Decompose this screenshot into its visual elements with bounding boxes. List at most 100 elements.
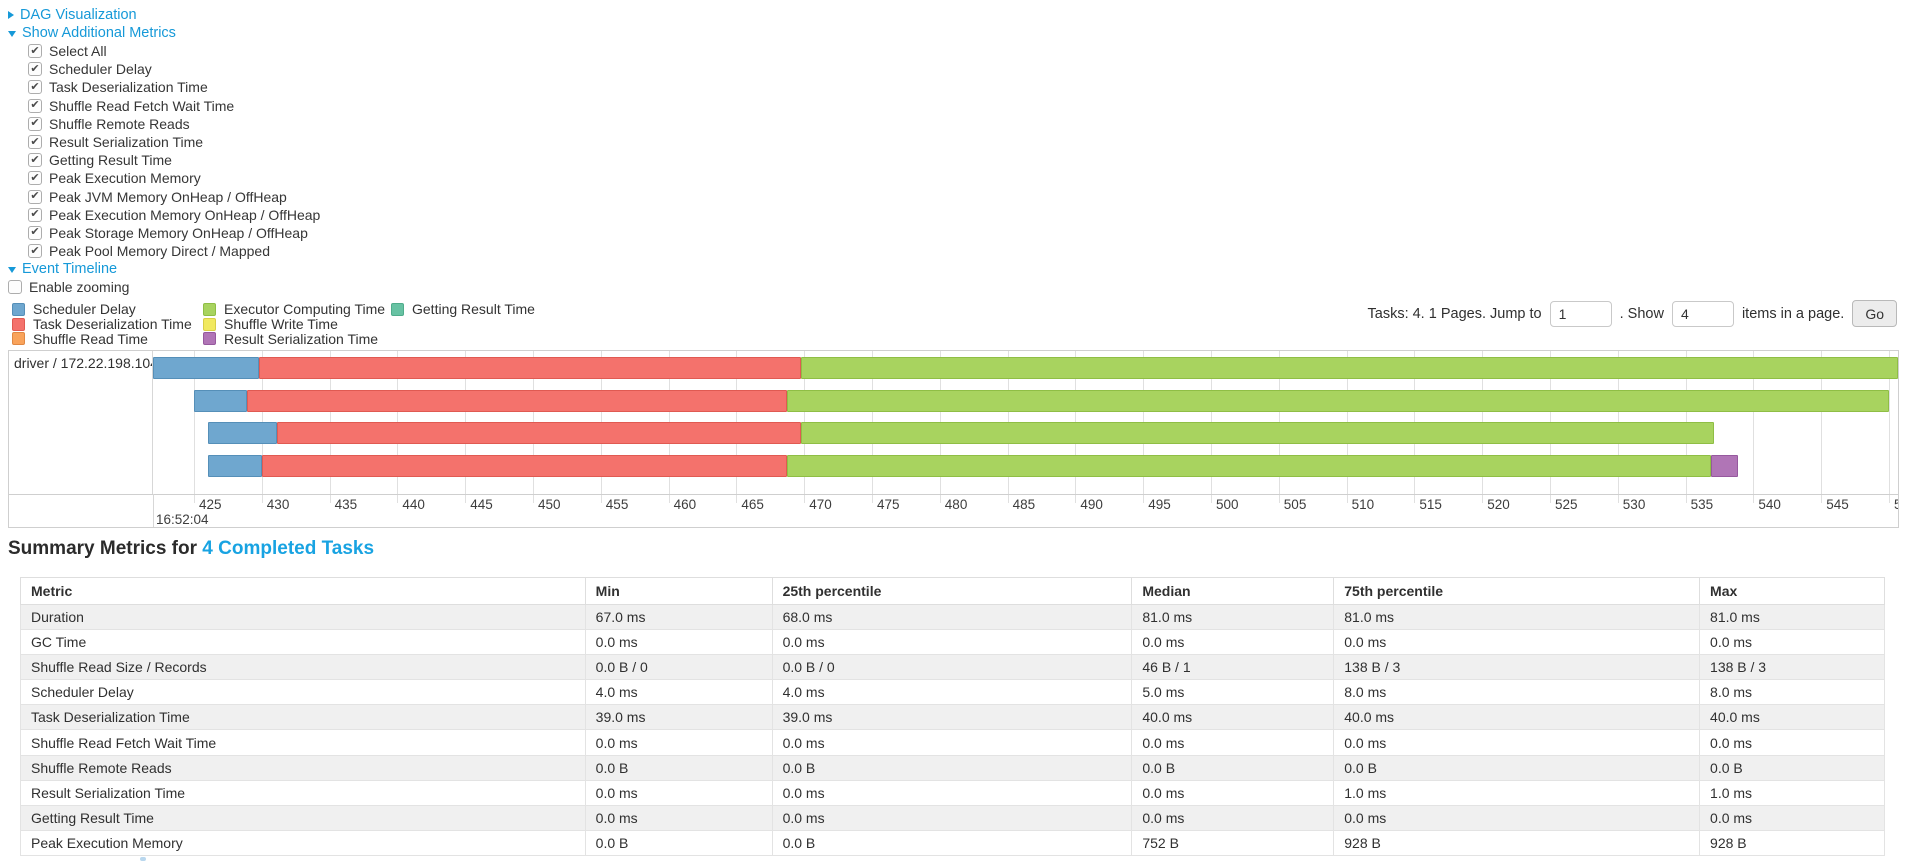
metric-checkbox[interactable] [28,171,42,186]
axis-tick-label: 455 [605,497,629,512]
metric-checkbox-label: Select All [49,43,107,60]
axis-tick-label: 515 [1419,497,1442,512]
timeline-task-bar-segment[interactable] [1711,454,1739,477]
metric-name-cell: Peak Execution Memory [20,829,586,856]
dag-visualization-toggle[interactable]: DAG Visualization [8,6,320,24]
metric-checkbox[interactable] [28,135,42,150]
metric-checkbox-row: Select All [8,42,320,60]
metric-name-cell: Task Deserialization Time [20,704,586,731]
timeline-task-bar-segment[interactable] [207,422,277,444]
table-header-cell: Max [1699,577,1885,605]
metric-checkbox[interactable] [28,98,42,113]
enable-zooming-checkbox[interactable] [8,280,22,295]
metric-value-cell: 138 B / 3 [1699,654,1885,681]
metric-checkbox[interactable] [28,153,42,168]
metric-value-cell: 0.0 ms [1131,779,1335,806]
metric-value-cell: 0.0 B [1333,754,1701,781]
legend-swatch [12,302,25,316]
summary-title-text: Summary Metrics for [8,538,203,559]
axis-tick [194,495,195,503]
pagination-suffix-text: items in a page. [1741,305,1845,322]
dag-visualization-link[interactable]: DAG Visualization [20,7,137,23]
event-timeline-toggle[interactable]: Event Timeline [8,260,320,278]
completed-tasks-link[interactable]: 4 Completed Tasks [202,538,375,559]
metric-value-cell: 0.0 B [771,829,1133,856]
timeline-header-band: Scheduler Delay Task Deserialization Time… [0,298,1907,350]
metric-value-cell: 81.0 ms [1699,603,1885,631]
axis-tick-label: 525 [1555,497,1578,512]
metric-value-cell: 0.0 ms [771,729,1133,756]
event-timeline-chart[interactable]: driver / 172.22.198.104 425 430 435 440 445 4… [8,350,1899,528]
show-additional-metrics-link[interactable]: Show Additional Metrics [22,25,176,41]
metric-value-cell: 0.0 ms [1131,729,1335,756]
legend-label: Shuffle Read Time [33,331,148,347]
metric-value-cell: 0.0 ms [1131,629,1335,656]
metric-checkbox[interactable] [28,80,42,95]
metric-value-cell: 8.0 ms [1699,679,1885,706]
metric-value-cell: 0.0 ms [584,629,773,656]
axis-tick [1821,495,1823,503]
table-row: Duration 67.0 ms 68.0 ms 81.0 ms 81.0 ms 81.0… [20,603,1885,631]
enable-zooming-row: Enable zooming [8,278,320,296]
go-button[interactable]: Go [1852,300,1897,327]
metric-value-cell: 928 B [1699,829,1885,856]
legend-label: Task Deserialization Time [33,316,192,333]
table-header-cell: 75th percentile [1333,577,1701,605]
axis-tick [600,495,602,503]
axis-tick [1007,495,1009,503]
timeline-gridline [194,351,195,494]
axis-separator [9,494,1898,495]
axis-tick [736,495,738,503]
metric-value-cell: 0.0 ms [584,804,773,831]
timeline-task-bar-segment[interactable] [246,389,787,412]
metric-checkbox-label: Peak Storage Memory OnHeap / OffHeap [49,224,308,241]
metric-checkbox-row: Peak Storage Memory OnHeap / OffHeap [8,224,320,242]
metric-checkbox-row: Result Serialization Time [8,133,320,151]
timeline-task-bar-segment[interactable] [261,454,787,477]
metric-value-cell: 0.0 B [771,754,1133,781]
timeline-task-bar-segment[interactable] [801,422,1715,444]
metric-checkbox[interactable] [28,62,42,77]
show-additional-metrics-toggle[interactable]: Show Additional Metrics [8,24,320,42]
timeline-task-bar-segment[interactable] [786,389,1889,412]
metric-checkbox-row: Shuffle Remote Reads [8,115,320,133]
axis-tick-label: 465 [741,497,764,512]
metric-checkbox-label: Getting Result Time [49,152,172,169]
jump-to-page-input[interactable] [1549,300,1612,327]
axis-tick [1753,495,1755,503]
items-per-page-input[interactable] [1671,300,1734,327]
legend-label: Getting Result Time [412,301,535,318]
legend-item: Scheduler Delay [12,301,203,317]
metric-checkbox[interactable] [28,44,42,59]
timeline-task-bar-segment[interactable] [801,357,1898,379]
timeline-task-bar-segment[interactable] [259,357,802,379]
metric-checkbox[interactable] [28,225,42,240]
timeline-task-bar-segment[interactable] [786,454,1712,477]
metric-checkbox[interactable] [28,116,42,131]
metric-value-cell: 0.0 ms [584,779,773,806]
table-row: Getting Result Time 0.0 ms 0.0 ms 0.0 ms 0.0… [20,804,1885,831]
metric-name-cell: Duration [20,603,586,631]
timeline-task-bar-segment[interactable] [153,357,260,379]
metric-checkbox-label: Peak Execution Memory OnHeap / OffHeap [49,206,321,223]
timeline-task-bar-segment[interactable] [194,389,247,412]
metric-value-cell: 0.0 ms [771,629,1133,656]
metric-value-cell: 40.0 ms [1333,704,1701,731]
timeline-task-bar-segment[interactable] [276,422,802,444]
metric-value-cell: 5.0 ms [1131,679,1335,706]
metric-value-cell: 0.0 ms [1131,804,1335,831]
axis-tick [261,495,263,503]
metric-checkbox[interactable] [28,207,42,222]
timeline-task-bar-segment[interactable] [207,454,262,477]
metric-value-cell: 40.0 ms [1131,704,1335,731]
axis-tick [872,495,873,503]
metric-value-cell: 81.0 ms [1131,603,1335,631]
metric-value-cell: 0.0 B [1131,754,1335,781]
metric-name-cell: Shuffle Read Size / Records [20,654,586,681]
metric-checkbox-label: Result Serialization Time [49,134,204,151]
axis-tick-label: 460 [673,497,697,512]
metric-checkbox[interactable] [28,189,42,204]
event-timeline-link[interactable]: Event Timeline [22,261,118,278]
table-row: Shuffle Read Fetch Wait Time 0.0 ms 0.0 ms… [20,729,1885,756]
metric-checkbox[interactable] [28,244,42,259]
